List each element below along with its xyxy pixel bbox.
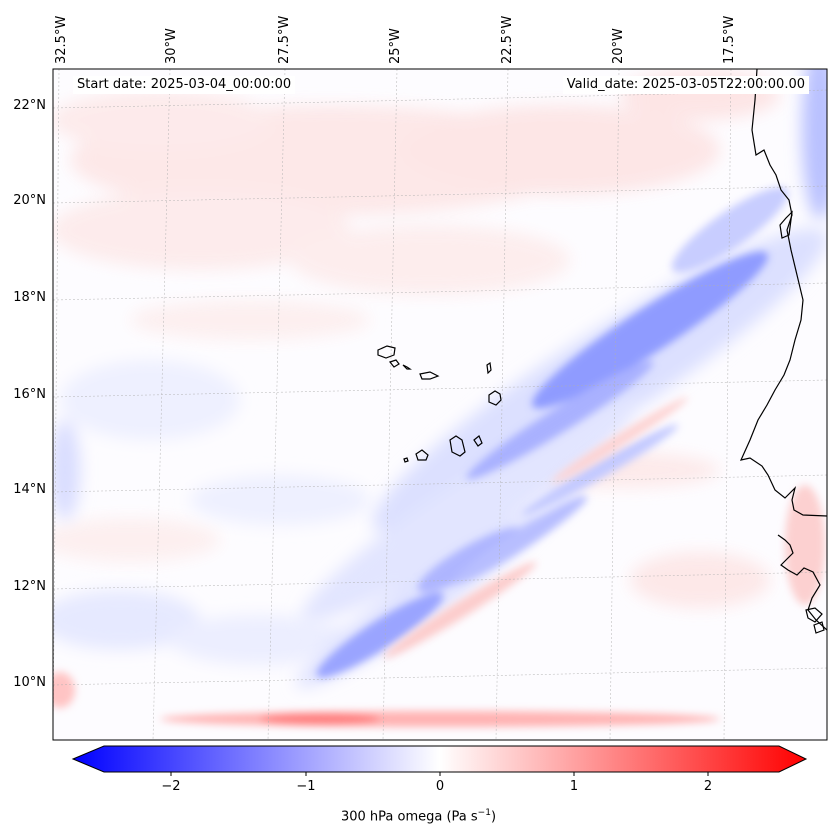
lat-label: 12°N [13, 579, 46, 594]
lon-label: 17.5°W [722, 15, 737, 64]
colorbar-label-main: 300 hPa omega (Pa s [340, 809, 478, 825]
lon-label: 30°W [164, 28, 179, 64]
lat-label: 16°N [13, 387, 46, 402]
lon-label: 27.5°W [277, 15, 292, 64]
colorbar-tick-label: −1 [296, 779, 316, 794]
map-frame [52, 68, 828, 741]
colorbar-tick-label: 0 [435, 779, 445, 794]
lat-label: 14°N [13, 482, 46, 497]
start-date-label: Start date: 2025-03-04_00:00:00 [73, 76, 296, 94]
lat-label: 20°N [13, 193, 46, 208]
lat-label: 18°N [13, 290, 46, 305]
colorbar [71, 745, 808, 776]
colorbar-label-sup: −1 [477, 808, 491, 818]
lon-label: 20°W [611, 28, 626, 64]
lon-label: 22.5°W [500, 15, 515, 64]
omega-field [53, 69, 827, 727]
colorbar-tick-label: −2 [161, 779, 181, 794]
coastlines [377, 69, 827, 634]
colorbar-tick-label: 2 [703, 779, 713, 794]
colorbar-bar [71, 745, 808, 773]
colorbar-tick-label: 1 [569, 779, 579, 794]
lon-label: 32.5°W [54, 15, 69, 64]
lon-label: 25°W [388, 28, 403, 64]
valid-date-label: Valid_date: 2025-03-05T22:00:00.00 [562, 76, 809, 94]
lat-label: 10°N [13, 675, 46, 690]
colorbar-label-close: ) [490, 809, 497, 825]
lat-label: 22°N [13, 98, 46, 113]
colorbar-label: 300 hPa omega (Pa s−1) [0, 808, 837, 824]
